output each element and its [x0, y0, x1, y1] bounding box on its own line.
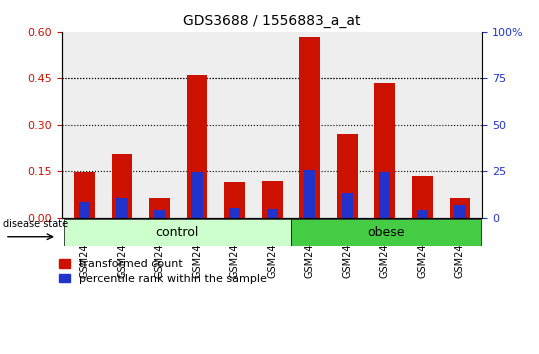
Bar — [412, 176, 433, 218]
Bar — [191, 172, 203, 218]
Bar — [267, 209, 278, 218]
Bar — [291, 219, 481, 246]
Bar — [454, 205, 466, 218]
Bar — [154, 210, 165, 218]
Legend: transformed count, percentile rank within the sample: transformed count, percentile rank withi… — [57, 257, 269, 286]
Text: obese: obese — [367, 226, 404, 239]
Bar — [79, 202, 90, 218]
Bar — [112, 154, 133, 218]
Bar — [375, 83, 395, 218]
Bar — [379, 172, 390, 218]
Bar — [262, 181, 282, 218]
Bar — [224, 182, 245, 218]
Bar — [450, 198, 470, 218]
Text: control: control — [156, 226, 199, 239]
Bar — [417, 210, 428, 218]
Bar — [149, 198, 170, 218]
Bar — [116, 198, 128, 218]
Title: GDS3688 / 1556883_a_at: GDS3688 / 1556883_a_at — [183, 14, 361, 28]
Bar — [304, 170, 315, 218]
Bar — [64, 219, 291, 246]
Bar — [229, 209, 240, 218]
Bar — [74, 172, 95, 218]
Bar — [299, 36, 320, 218]
Text: disease state: disease state — [3, 219, 68, 229]
Bar — [337, 134, 357, 218]
Bar — [187, 75, 208, 218]
Bar — [342, 193, 353, 218]
